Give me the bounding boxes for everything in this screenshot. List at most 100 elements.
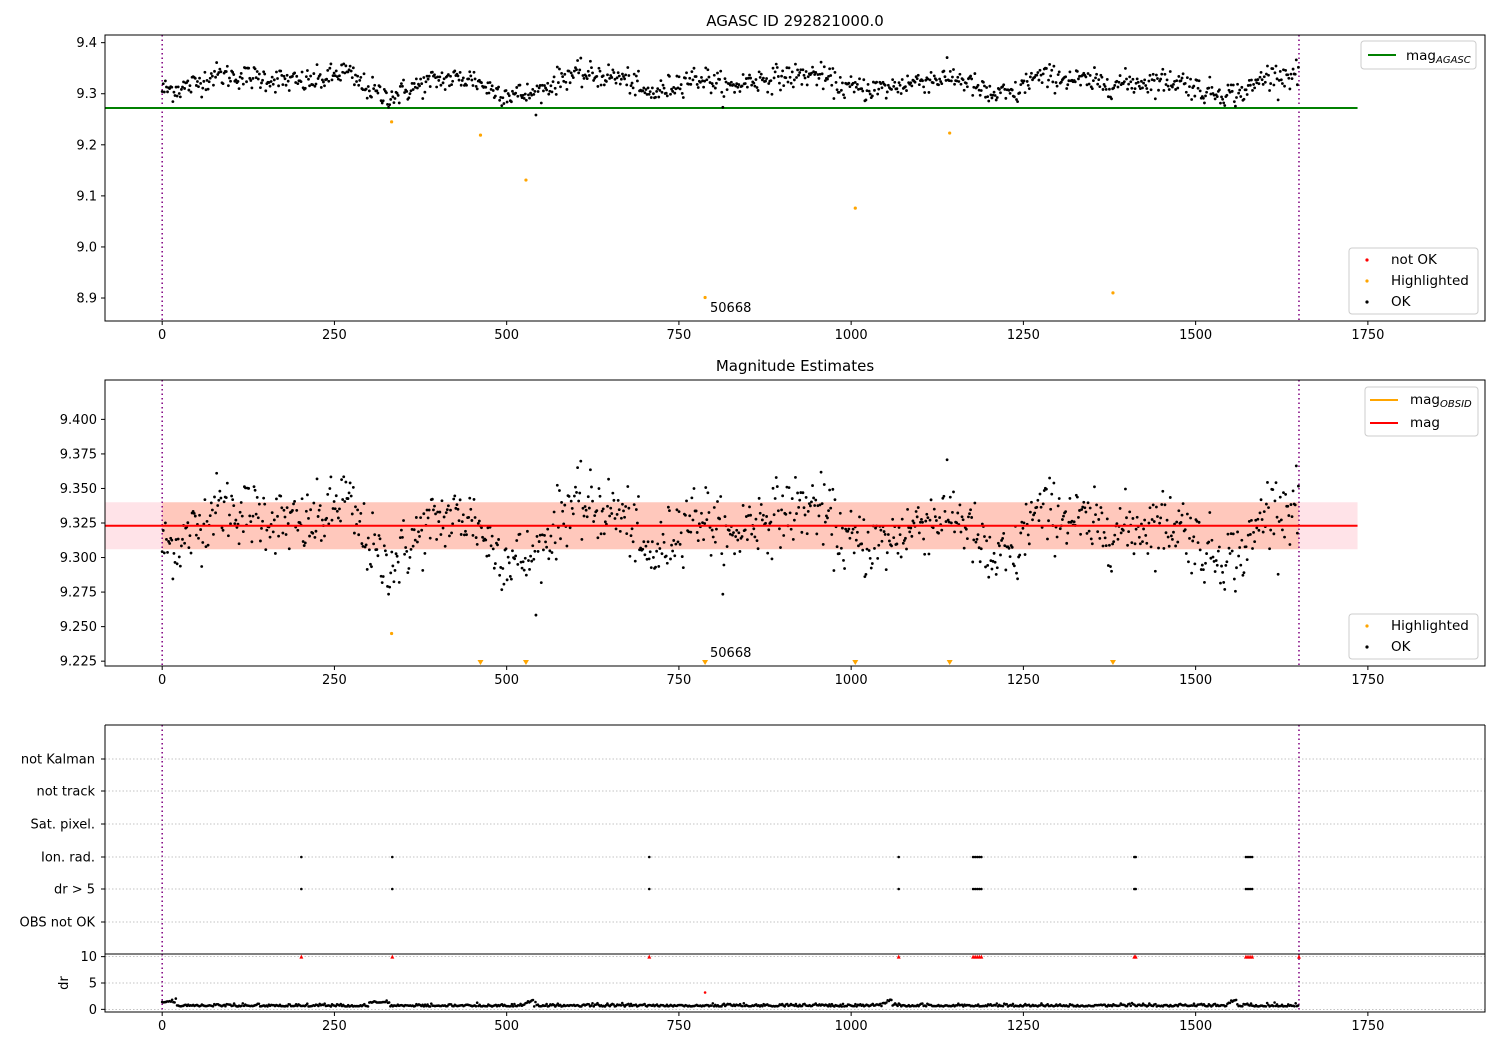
ok-point: [1097, 78, 1101, 82]
ok-point: [524, 98, 528, 102]
ok-point: [743, 528, 747, 532]
ok-point: [406, 571, 410, 574]
ok-point: [917, 83, 921, 87]
ok-point: [262, 70, 266, 74]
ok-point: [553, 86, 557, 90]
ok-point: [851, 81, 855, 85]
ok-point: [228, 76, 231, 80]
ok-point: [565, 544, 569, 548]
ok-point: [938, 77, 942, 81]
ok-point: [1235, 566, 1238, 570]
ok-point: [691, 518, 695, 522]
ok-point: [285, 73, 289, 77]
ok-point: [665, 561, 669, 565]
ok-point: [883, 83, 887, 87]
flag-point: [1246, 855, 1250, 859]
dr-point: [924, 1004, 928, 1008]
flag-point: [647, 855, 651, 859]
ok-point: [316, 515, 320, 518]
ok-point: [980, 522, 984, 526]
ok-point: [1088, 74, 1092, 77]
y-tick-label: 10: [80, 950, 97, 965]
ok-point: [439, 83, 443, 87]
ok-point: [509, 100, 513, 104]
ok-point: [773, 70, 777, 74]
ok-point: [456, 507, 460, 511]
ok-point: [219, 496, 223, 500]
ok-point: [1054, 81, 1058, 84]
legend-box: [1348, 247, 1479, 315]
ok-point: [506, 555, 510, 559]
ok-point: [298, 521, 302, 525]
ok-point: [1145, 541, 1149, 545]
ok-point: [1065, 87, 1069, 90]
dr-point: [1234, 998, 1238, 1002]
ok-point: [291, 74, 294, 78]
ok-point: [221, 82, 225, 86]
ok-point: [422, 76, 426, 79]
ok-point: [1008, 91, 1012, 95]
ok-point: [750, 83, 754, 87]
ok-point: [1024, 72, 1028, 76]
ok-point: [338, 507, 341, 511]
ok-point: [1021, 526, 1025, 530]
ok-point: [785, 66, 789, 70]
ok-point: [779, 546, 782, 549]
dr-point: [534, 1000, 537, 1004]
ok-point: [202, 522, 206, 526]
highlighted-point: [478, 133, 483, 137]
ok-point: [738, 90, 742, 93]
x-tick-label: 0: [158, 1019, 166, 1034]
dr-point: [890, 998, 893, 1002]
ok-point: [858, 515, 861, 519]
ok-point: [691, 78, 695, 82]
ok-point: [1253, 540, 1257, 544]
ok-point: [1157, 546, 1160, 550]
ok-point: [664, 554, 668, 558]
ok-point: [1208, 511, 1212, 514]
dr-point: [366, 1005, 370, 1008]
ok-point: [713, 86, 717, 90]
ok-point: [1050, 492, 1054, 496]
ok-point: [555, 483, 559, 487]
ok-point: [441, 81, 445, 85]
ok-point: [634, 74, 638, 78]
ok-point: [201, 86, 205, 90]
ok-point: [754, 78, 758, 81]
ok-point: [937, 83, 940, 87]
ok-point: [1109, 565, 1112, 568]
ok-point: [611, 491, 615, 495]
ok-point: [1271, 488, 1275, 491]
ok-point: [912, 521, 916, 525]
ok-point: [543, 533, 546, 537]
ok-point: [984, 565, 987, 569]
ok-point: [1141, 540, 1144, 544]
ok-point: [1169, 534, 1173, 538]
ok-point: [599, 83, 603, 87]
ok-point: [757, 70, 761, 74]
dr-point: [1241, 1004, 1244, 1008]
ok-point: [559, 537, 562, 541]
ok-point: [1287, 514, 1291, 517]
ok-point: [320, 518, 324, 522]
x-tick-label: 500: [494, 673, 519, 688]
ok-point: [650, 86, 654, 90]
ok-point: [1293, 503, 1297, 507]
ok-point: [1064, 75, 1068, 79]
ok-point: [225, 481, 229, 485]
ok-point: [643, 553, 647, 557]
ok-point: [319, 86, 323, 89]
ok-point: [506, 92, 510, 95]
ok-point: [734, 535, 738, 538]
ok-point: [312, 501, 316, 505]
ok-point: [1168, 496, 1172, 499]
ok-point: [1230, 549, 1234, 553]
ok-point: [1159, 77, 1163, 81]
ok-point: [268, 535, 272, 539]
ok-point: [404, 546, 408, 549]
ok-point: [969, 74, 972, 78]
ok-point: [669, 92, 672, 96]
flag-point: [1248, 887, 1252, 891]
ok-point: [704, 66, 708, 70]
ok-point: [648, 90, 652, 94]
